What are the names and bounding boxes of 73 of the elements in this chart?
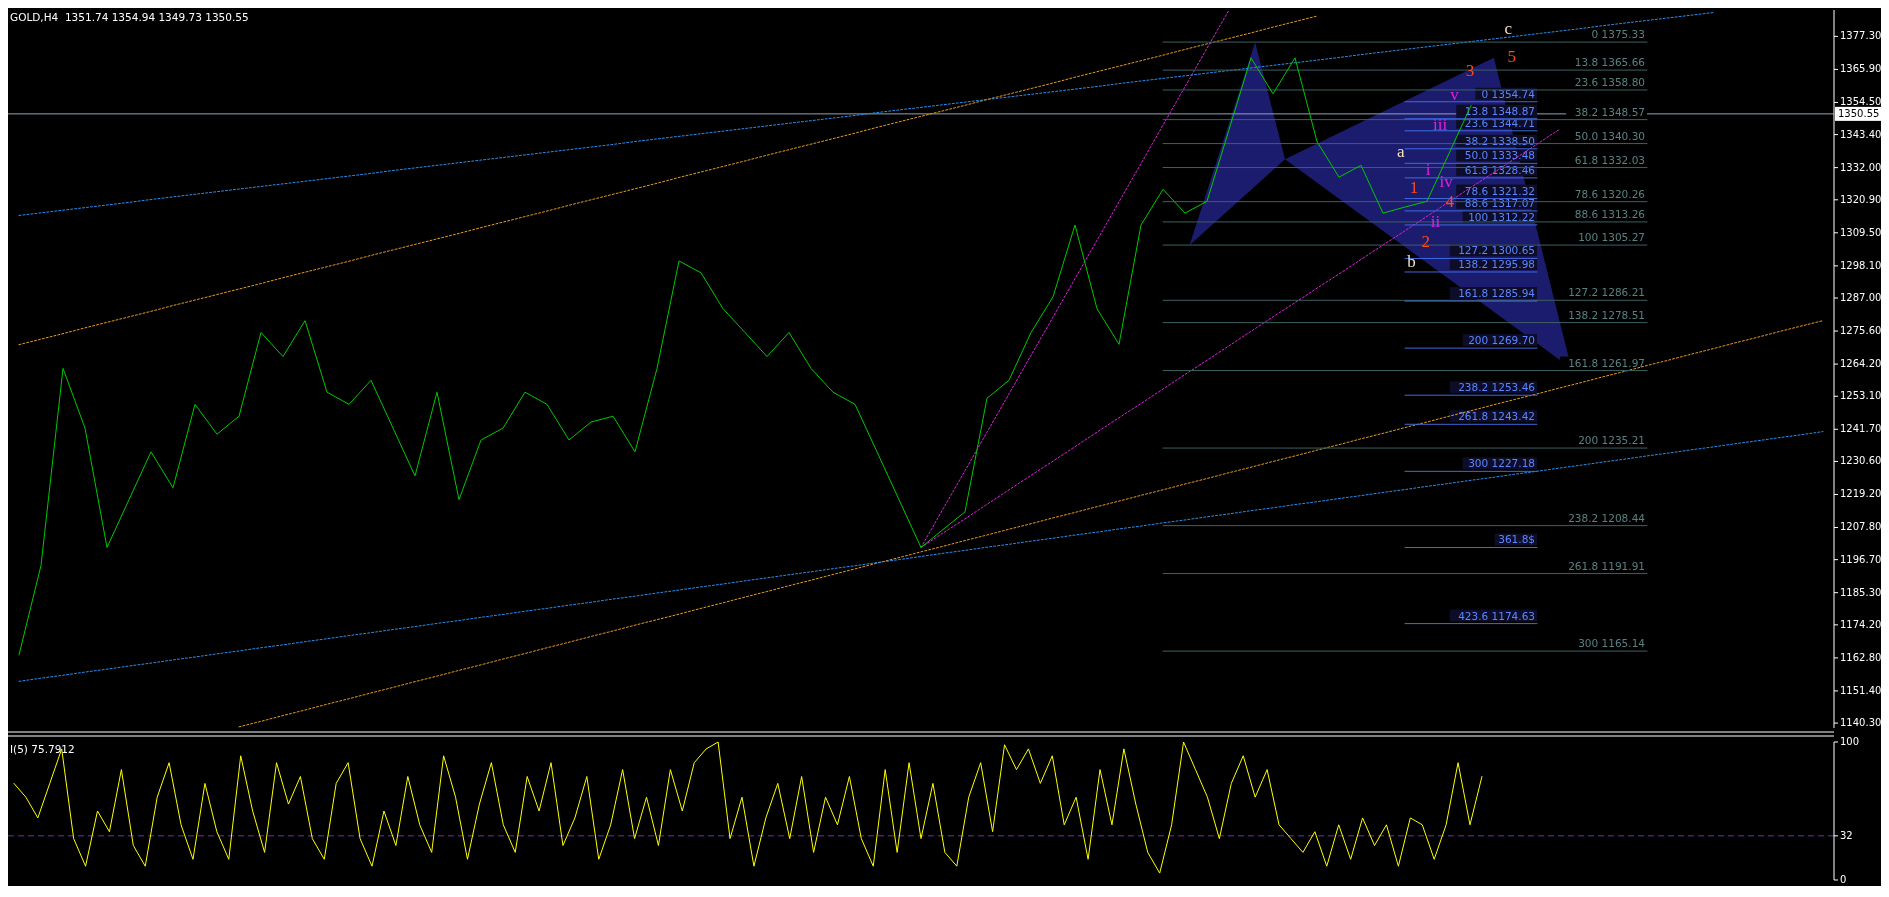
- series-label: 138.2 1278.51: [1568, 308, 1645, 321]
- y-tick-label: 0: [1840, 874, 1847, 885]
- series-label: 38.2 1348.57: [1574, 105, 1645, 118]
- y-tick-label: 1196.70: [1840, 553, 1882, 565]
- series-label: 78.6 1321.32: [1464, 184, 1535, 197]
- annotation: 2: [1421, 231, 1431, 251]
- series-label: 78.6 1320.26: [1574, 187, 1646, 200]
- series-label: 61.8 1328.46: [1464, 163, 1536, 176]
- annotation: ii: [1430, 211, 1441, 231]
- annotation: v: [1450, 84, 1460, 104]
- series-label: 261.8 1243.42: [1458, 410, 1535, 423]
- annotation: 4: [1445, 192, 1455, 212]
- series-label: 50.0 1340.30: [1574, 129, 1645, 142]
- series-label: 50.0 1333.48: [1464, 149, 1535, 162]
- series-label: 238.2 1253.46: [1458, 381, 1536, 394]
- series-label: 100 1305.27: [1578, 231, 1645, 244]
- y-tick-label: 1162.80: [1840, 651, 1882, 663]
- series-label: 127.2 1286.21: [1568, 286, 1645, 299]
- y-tick-label: 1365.90: [1840, 63, 1882, 75]
- series-label: 300 1165.14: [1578, 637, 1646, 650]
- series-label: 88.6 1313.26: [1574, 207, 1646, 220]
- y-tick-label: 1287.00: [1840, 292, 1882, 304]
- y-tick-label: 1253.10: [1840, 390, 1882, 402]
- series-label: 200 1235.21: [1578, 434, 1645, 447]
- series-label: 0 1354.74: [1481, 87, 1536, 100]
- y-tick-label: 1275.60: [1840, 325, 1882, 337]
- series-label: 161.8 1261.97: [1568, 356, 1645, 369]
- y-tick-label: 1343.40: [1840, 128, 1882, 140]
- y-tick-label: 1230.60: [1840, 455, 1882, 467]
- y-tick-label: 1309.50: [1840, 226, 1882, 238]
- y-tick-label: 1264.20: [1840, 358, 1882, 370]
- series-label: 238.2 1208.44: [1568, 511, 1646, 524]
- series-label: 300 1227.18: [1468, 457, 1535, 470]
- annotation: 1: [1409, 178, 1419, 198]
- annotation: iv: [1439, 172, 1454, 192]
- series-label: 88.6 1317.07: [1464, 196, 1535, 209]
- annotation: 3: [1465, 61, 1475, 81]
- series-label: 127.2 1300.65: [1458, 244, 1535, 257]
- y-tick-label: 100: [1840, 736, 1860, 747]
- annotation: 5: [1507, 46, 1517, 66]
- y-tick-label: 1151.40: [1840, 684, 1882, 696]
- y-tick-label: 1185.30: [1840, 586, 1882, 598]
- series-label: 23.6 1344.71: [1464, 116, 1535, 129]
- chart-title: GOLD,H4 1351.74 1354.94 1349.73 1350.55: [10, 11, 249, 23]
- series-label: 23.6 1358.80: [1574, 75, 1645, 88]
- ref-line-label: 1350.55: [1838, 107, 1880, 119]
- y-tick-label: 1354.50: [1840, 96, 1882, 108]
- series-label: 61.8 1332.03: [1574, 153, 1645, 166]
- y-tick-label: 32: [1840, 829, 1853, 841]
- chart-title: I(5) 75.7912: [10, 743, 75, 755]
- series-label: 161.8 1285.94: [1458, 287, 1536, 300]
- series-label: 261.8 1191.91: [1568, 559, 1645, 572]
- series-label: 100 1312.22: [1468, 210, 1535, 223]
- y-tick-label: 1377.30: [1840, 30, 1882, 42]
- y-tick-label: 1207.80: [1840, 521, 1882, 533]
- annotation: a: [1397, 142, 1405, 162]
- y-tick-label: 1174.20: [1840, 618, 1882, 630]
- series-label: 0 1375.33: [1591, 28, 1645, 41]
- series-label: 423.6 1174.63: [1458, 609, 1535, 622]
- series-label: 138.2 1295.98: [1458, 257, 1535, 270]
- series-label: 200 1269.70: [1468, 334, 1535, 347]
- annotation: c: [1504, 19, 1513, 39]
- y-tick-label: 1219.20: [1840, 488, 1882, 500]
- series-label: 13.8 1365.66: [1574, 56, 1646, 69]
- y-tick-label: 1298.10: [1840, 259, 1882, 271]
- series-label: 38.2 1338.50: [1464, 134, 1535, 147]
- y-tick-label: 1241.70: [1840, 423, 1882, 435]
- y-tick-label: 1140.30: [1840, 717, 1882, 729]
- series-label: 361.8$: [1498, 533, 1535, 546]
- y-tick-label: 1320.90: [1840, 193, 1882, 205]
- y-tick-label: 1332.00: [1840, 161, 1882, 173]
- annotation: iii: [1433, 114, 1448, 134]
- annotation: i: [1425, 160, 1431, 180]
